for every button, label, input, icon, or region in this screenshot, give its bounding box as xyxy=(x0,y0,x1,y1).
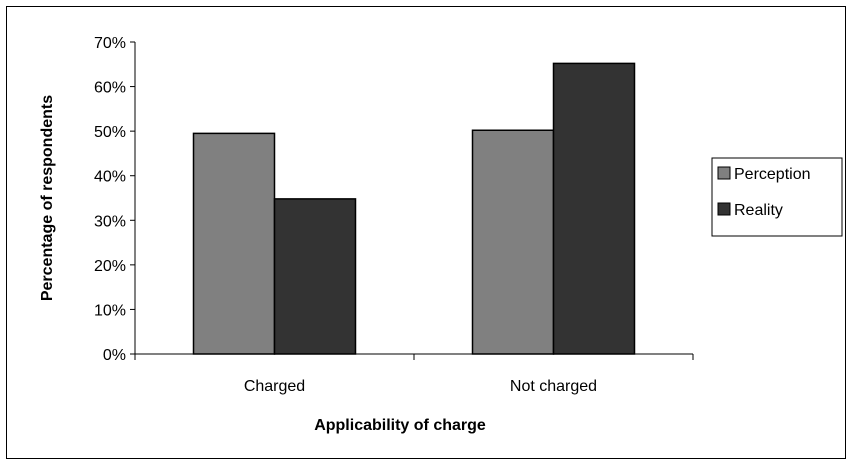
chart-frame xyxy=(6,6,846,459)
bar-perception-charged xyxy=(192,132,276,355)
y-axis-ticks xyxy=(130,41,135,355)
x-axis-ticks xyxy=(134,354,694,360)
y-tick-label: 60% xyxy=(94,80,126,97)
bar-reality-charged xyxy=(273,198,357,355)
legend-box xyxy=(711,157,843,237)
y-axis-tick-labels: 0% 10% 20% 30% 40% 50% 60% 70% xyxy=(94,35,126,364)
y-tick-label: 0% xyxy=(103,347,126,364)
y-tick-label: 40% xyxy=(94,169,126,186)
legend-swatch-perception xyxy=(717,166,731,180)
legend-label-perception: Perception xyxy=(734,166,811,183)
legend: Perception Reality xyxy=(711,157,843,237)
y-tick-label: 30% xyxy=(94,213,126,230)
x-tick-label: Not charged xyxy=(510,378,597,395)
x-tick-label: Charged xyxy=(244,378,305,395)
x-axis-title: Applicability of charge xyxy=(314,417,486,434)
y-tick-label: 50% xyxy=(94,124,126,141)
legend-label-reality: Reality xyxy=(734,202,783,219)
y-tick-label: 10% xyxy=(94,302,126,319)
x-axis-tick-labels: Charged Not charged xyxy=(244,378,597,395)
y-tick-label: 70% xyxy=(94,35,126,52)
bar-reality-not-charged xyxy=(552,62,636,355)
y-tick-label: 20% xyxy=(94,258,126,275)
bar-perception-not-charged xyxy=(471,129,555,355)
legend-swatch-reality xyxy=(717,202,731,216)
y-axis-title: Percentage of respondents xyxy=(39,95,56,301)
bars-group xyxy=(192,62,636,355)
